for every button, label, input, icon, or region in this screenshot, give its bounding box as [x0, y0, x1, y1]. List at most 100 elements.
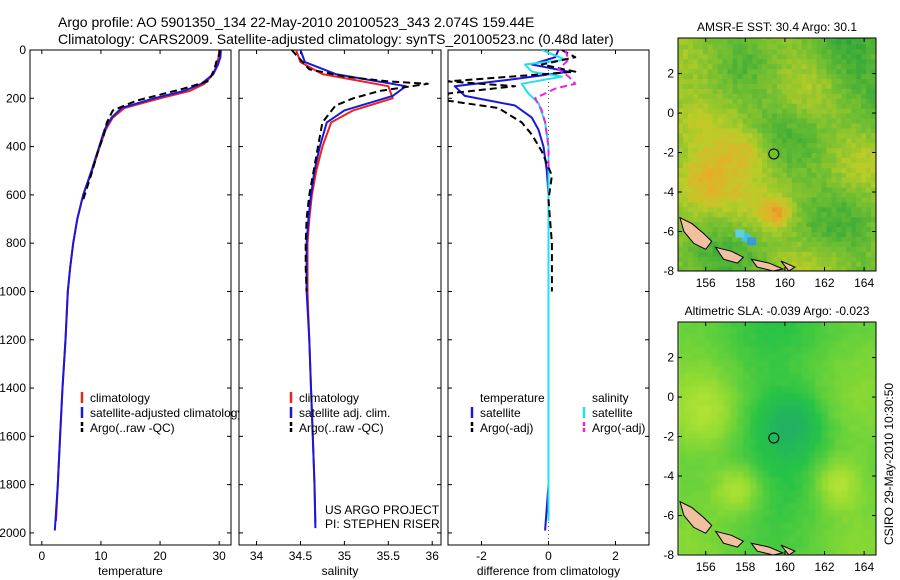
- map-cell: [831, 83, 837, 89]
- map-cell: [821, 509, 829, 517]
- map-cell: [712, 167, 719, 173]
- map-cell: [767, 152, 773, 158]
- map-cell: [702, 113, 709, 119]
- map-cell: [769, 542, 777, 550]
- map-cell: [831, 113, 837, 119]
- map-cell: [854, 385, 862, 393]
- map-cell: [851, 251, 857, 257]
- map-cell: [834, 333, 842, 341]
- map-cell: [861, 372, 869, 380]
- map-cell: [776, 496, 784, 504]
- map-cell: [806, 266, 813, 271]
- map-cell: [866, 261, 872, 267]
- map-cell: [776, 340, 784, 348]
- map-cell: [854, 483, 862, 491]
- map-cell: [821, 127, 828, 134]
- map-cell: [757, 226, 763, 233]
- map-cell: [730, 346, 738, 354]
- legend-label: satellite: [480, 406, 521, 420]
- map-cell: [801, 266, 808, 271]
- map-cell: [687, 127, 694, 134]
- map-cell: [815, 509, 823, 517]
- x-tick-label: 34: [250, 549, 264, 563]
- map-cell: [866, 182, 872, 188]
- map-cell: [871, 38, 876, 40]
- map-cell: [736, 496, 744, 504]
- map-cell: [828, 326, 836, 334]
- map-cell: [841, 502, 849, 510]
- credit-stamp: CSIRO 29-May-2010 10:30:50: [882, 382, 896, 545]
- map-cell: [757, 172, 763, 178]
- map-cell: [727, 122, 734, 129]
- map-cell: [769, 489, 777, 497]
- map-cell: [697, 103, 704, 109]
- map-cell: [697, 405, 705, 413]
- map-cell: [697, 192, 704, 198]
- map-cell: [678, 206, 684, 213]
- map-cell: [841, 496, 849, 504]
- map-cell: [795, 340, 803, 348]
- map-cell: [861, 132, 867, 139]
- map-cell: [841, 450, 849, 458]
- map-cell: [687, 187, 694, 193]
- map-cell: [707, 216, 714, 223]
- map-cell: [697, 326, 705, 334]
- map-cell: [769, 502, 777, 510]
- map-cell: [723, 457, 731, 465]
- map-cell: [757, 147, 763, 154]
- map-cell: [861, 392, 869, 400]
- map-cell: [821, 118, 828, 124]
- map-cell: [795, 326, 803, 334]
- map-cell: [712, 206, 719, 213]
- map-cell: [757, 142, 763, 149]
- map-cell: [704, 509, 712, 517]
- map-cell: [821, 431, 829, 439]
- map-cell: [752, 43, 758, 50]
- map-cell: [816, 127, 823, 134]
- map-cell: [743, 340, 751, 348]
- map-cell: [831, 241, 837, 247]
- map-cell: [704, 340, 712, 348]
- map-cell: [786, 103, 793, 109]
- map-cell: [796, 58, 803, 65]
- map-cell: [851, 211, 857, 218]
- map-cell: [777, 83, 783, 89]
- map-cell: [777, 58, 783, 65]
- depth-tick-label: 600: [6, 188, 26, 202]
- map-cell: [727, 246, 734, 252]
- map-cell: [723, 411, 731, 419]
- map-cell: [821, 385, 829, 393]
- map-cell: [730, 522, 738, 530]
- map-cell: [861, 78, 867, 84]
- map-cell: [801, 226, 808, 233]
- map-cell: [789, 444, 797, 452]
- map-cell: [717, 93, 724, 99]
- map-cell: [772, 221, 778, 228]
- map-cell: [786, 73, 793, 79]
- map-cell: [861, 58, 867, 65]
- map-cell: [802, 392, 810, 400]
- map-cell: [808, 489, 816, 497]
- map-cell: [841, 167, 847, 173]
- map-cell: [815, 437, 823, 445]
- map-cell: [717, 431, 725, 439]
- map-cell: [816, 256, 823, 262]
- map-cell: [854, 359, 862, 367]
- map-cell: [795, 418, 803, 426]
- map-cell: [717, 78, 724, 84]
- map-cell: [732, 127, 738, 134]
- map-cell: [796, 68, 803, 75]
- map-cell: [871, 236, 876, 242]
- map-cell: [683, 108, 689, 114]
- map-cell: [861, 333, 869, 341]
- map-cell: [776, 366, 784, 374]
- map-cell: [704, 359, 712, 367]
- map-cell: [826, 162, 833, 168]
- map-cell: [730, 476, 738, 484]
- map-cell: [776, 398, 784, 406]
- map-cell: [777, 137, 783, 144]
- map-cell: [684, 470, 692, 478]
- map-cell: [727, 63, 734, 70]
- map-cell: [874, 483, 876, 491]
- map-cell: [856, 78, 862, 84]
